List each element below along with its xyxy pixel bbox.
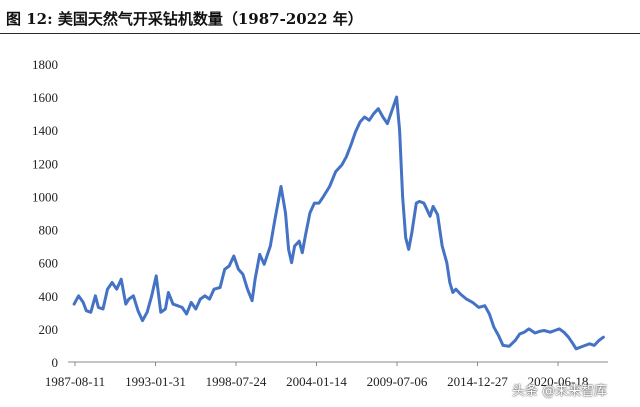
y-tick-label: 1000	[32, 189, 58, 204]
x-tick-label: 1998-07-24	[206, 374, 267, 389]
y-tick-label: 400	[39, 289, 59, 304]
y-tick-label: 1800	[32, 57, 58, 72]
watermark: 头条 @未来智库	[512, 384, 608, 399]
y-tick-label: 600	[39, 256, 59, 271]
figure-header: 图 12: 美国天然气开采钻机数量（1987-2022 年）	[0, 0, 640, 34]
y-tick-label: 0	[52, 355, 59, 370]
y-tick-label: 1600	[32, 90, 58, 105]
figure-title: 图 12: 美国天然气开采钻机数量（1987-2022 年）	[6, 10, 363, 28]
x-tick-label: 2014-12-27	[447, 374, 508, 389]
y-tick-label: 1400	[32, 123, 58, 138]
y-tick-label: 1200	[32, 156, 58, 171]
y-tick-label: 200	[39, 322, 59, 337]
series-line	[72, 95, 605, 351]
x-tick-label: 2009-07-06	[367, 374, 428, 389]
x-tick-label: 1993-01-31	[125, 374, 186, 389]
x-tick-label: 2020-06-18	[528, 374, 589, 389]
y-tick-label: 800	[39, 223, 59, 238]
x-tick-label: 2004-01-14	[286, 374, 347, 389]
x-tick-label: 1987-08-11	[45, 374, 105, 389]
